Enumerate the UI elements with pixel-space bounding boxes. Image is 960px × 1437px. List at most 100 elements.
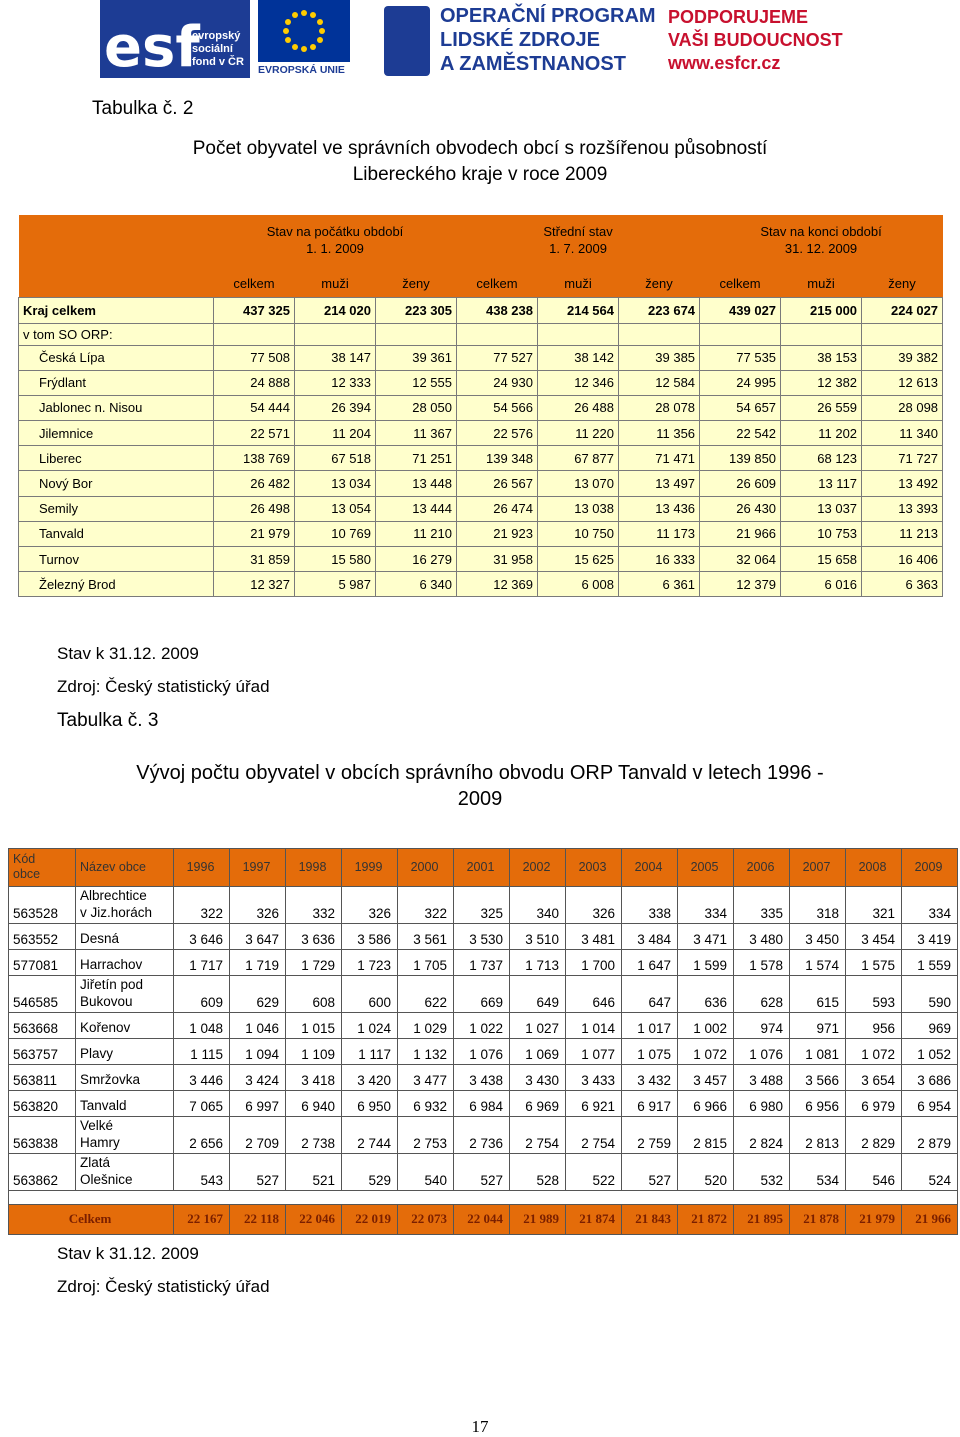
data-row: Frýdlant 24 888 12 333 12 555 24 930 12 346 12… (18, 369, 944, 396)
data-row: Železný Brod 12 327 5 987 6 340 12 369 6 008 6… (18, 571, 944, 598)
total-cell: 21 874 (565, 1204, 622, 1235)
cell: 6 997 (229, 1090, 286, 1117)
cell: 3 471 (677, 923, 734, 950)
cell: 39 361 (375, 344, 457, 371)
year-header: 2002 (509, 848, 566, 887)
cell: 608 (285, 975, 342, 1013)
total-cell: 21 843 (621, 1204, 678, 1235)
name-line: Plavy (80, 1046, 114, 1061)
notes: Stav k 31.12. 2009 Zdroj: Český statisti… (57, 1237, 270, 1303)
header-line: Stav na počátku období (266, 224, 404, 239)
cell: 521 (285, 1153, 342, 1191)
cell: 669 (453, 975, 510, 1013)
eu-flag (258, 0, 350, 62)
name-line: Kořenov (80, 1020, 131, 1035)
code: 563862 (8, 1153, 76, 1191)
cell: 138 769 (213, 445, 295, 472)
note: Stav k 31.12. 2009 (57, 1244, 199, 1263)
year-header: 2004 (621, 848, 678, 887)
cell: 1 559 (901, 949, 958, 976)
cell: 13 393 (861, 495, 944, 522)
cell: 13 070 (537, 470, 619, 497)
group-header: Stav na počátku období 1. 1. 2009 (213, 215, 457, 270)
cell: 622 (397, 975, 454, 1013)
name: Plavy (75, 1038, 174, 1065)
data-row: 563820 Tanvald 7 065 6 997 6 940 6 950 6 932 6 … (8, 1090, 958, 1117)
cell: 67 877 (537, 445, 619, 472)
table-label: Tabulka č. 3 (57, 710, 159, 731)
cell: 2 736 (453, 1116, 510, 1154)
cell: 13 497 (617, 470, 701, 497)
cell: 28 050 (375, 394, 457, 422)
code: 546585 (8, 975, 76, 1013)
name: Kořenov (75, 1012, 174, 1039)
cell: 26 474 (456, 495, 538, 522)
note: Zdroj: Český statistický úřad (57, 677, 270, 696)
cell: 527 (453, 1153, 510, 1191)
cell: 528 (509, 1153, 566, 1191)
esf-line: sociální (192, 43, 233, 55)
cell: 1 717 (173, 949, 230, 976)
cell: 600 (341, 975, 398, 1013)
cell: 1 029 (397, 1012, 454, 1039)
cell: 3 457 (677, 1064, 734, 1091)
cell: 335 (733, 886, 790, 924)
code: 563811 (8, 1064, 76, 1091)
title-line: Počet obyvatel ve správních obvodech obc… (192, 138, 768, 159)
cell: 22 542 (699, 420, 782, 447)
code: 563552 (8, 923, 76, 950)
header-line: Kód (13, 851, 36, 866)
data-row: 563811 Smržovka 3 446 3 424 3 418 3 420 3 477 3… (8, 1064, 958, 1091)
cell: 6 921 (565, 1090, 622, 1117)
name-line: Bukovou (80, 994, 133, 1009)
data-row: 577081 Harrachov 1 717 1 719 1 729 1 723 1 705… (8, 949, 958, 976)
cell: 12 369 (456, 571, 538, 598)
cell: 12 584 (617, 369, 701, 396)
cell: Tanvald (18, 520, 214, 548)
cell: 6 984 (453, 1090, 510, 1117)
spacer-row (8, 1190, 958, 1205)
cell: 12 613 (861, 369, 944, 396)
cell: 11 210 (375, 520, 457, 548)
cell: 26 488 (537, 394, 619, 422)
subtitle-row: v tom SO ORP: (18, 322, 944, 346)
cell: 139 348 (456, 445, 538, 472)
cell: 6 956 (789, 1090, 846, 1117)
cell: 26 609 (699, 470, 782, 497)
year-header: 1996 (173, 848, 230, 887)
header-line: Stav na konci období (760, 224, 882, 239)
cell: 1 700 (565, 949, 622, 976)
code: 563668 (8, 1012, 76, 1039)
cell: 16 279 (375, 545, 457, 573)
cell: 224 027 (861, 296, 944, 324)
cell: 6 940 (285, 1090, 342, 1117)
cell: 6 980 (733, 1090, 790, 1117)
cell: 1 052 (901, 1038, 958, 1065)
op-icon (384, 6, 430, 76)
cell: 647 (621, 975, 678, 1013)
cell: 16 333 (617, 545, 701, 573)
cell: 3 438 (453, 1064, 510, 1091)
cell: 590 (901, 975, 958, 1013)
name: Tanvald (75, 1090, 174, 1117)
cell: 546 (845, 1153, 902, 1191)
total-cell: 21 966 (901, 1204, 958, 1235)
total-row: Kraj celkem 437 325 214 020 223 305 438 238 2… (18, 296, 944, 324)
total-cell: 21 872 (677, 1204, 734, 1235)
table-label: Tabulka č. 2 (92, 98, 194, 119)
cell: 28 078 (617, 394, 701, 422)
cell: 31 859 (213, 545, 295, 573)
esf-line: evropský (192, 30, 241, 42)
cell: Semily (18, 495, 214, 522)
cell: 1 072 (677, 1038, 734, 1065)
cell: 956 (845, 1012, 902, 1039)
cell: 2 879 (901, 1116, 958, 1154)
cell: 11 340 (861, 420, 944, 447)
total-cell: 22 046 (285, 1204, 342, 1235)
esf-line: fond v ČR (192, 56, 244, 68)
year-header: 1998 (285, 848, 342, 887)
cell: 527 (229, 1153, 286, 1191)
cell: 26 498 (213, 495, 295, 522)
cell: 11 356 (617, 420, 701, 447)
